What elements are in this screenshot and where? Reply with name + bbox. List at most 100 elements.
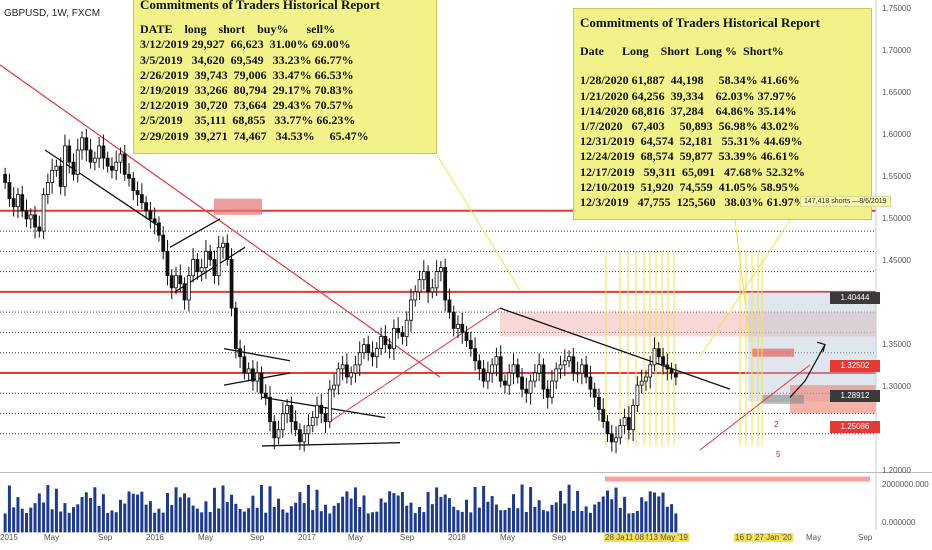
candle-body: [528, 380, 533, 394]
volume-bar: [285, 512, 289, 533]
cot-note-right-row: 12/24/2019 68,574 59,877 53.39% 46.61%: [580, 149, 800, 164]
candle-body: [562, 360, 567, 366]
volume-bar: [71, 507, 75, 533]
volume-bar: [12, 507, 16, 533]
x-tick-label: May: [198, 533, 214, 542]
channel-line: [174, 246, 246, 293]
candle-body: [362, 344, 366, 354]
candle-body: [41, 194, 46, 232]
uptrend-line: [329, 307, 501, 423]
y-tick-label: 1.30000: [882, 382, 911, 391]
candle-body: [114, 161, 119, 171]
volume-bar: [174, 487, 178, 533]
volume-bar: [529, 487, 533, 533]
candle-body: [255, 372, 260, 382]
volume-bar: [593, 504, 597, 533]
candle-body: [588, 376, 593, 390]
volume-bar: [255, 507, 259, 533]
candle-body: [498, 356, 503, 382]
candle-body: [71, 161, 76, 175]
volume-bar: [388, 491, 392, 533]
cot-note-right-row: 1/28/2020 61,887 44,198 58.34% 41.66%: [580, 73, 800, 88]
note-pointer: [734, 219, 751, 341]
candle-body: [558, 364, 563, 370]
candle-body: [601, 409, 606, 423]
candle-body: [131, 177, 136, 191]
date-mark: 27 Jan '20: [754, 533, 793, 542]
volume-bar: [25, 513, 28, 533]
triangle-line: [223, 347, 291, 362]
candle-body: [379, 336, 383, 350]
candle-body: [50, 169, 55, 183]
cot-note-left-row: 3/5/2019 34,620 69,549 33.23% 66.77%: [140, 52, 354, 67]
uptrend-line: [699, 364, 811, 451]
cot-note-left-row: 2/26/2019 39,743 79,006 33.47% 66.53%: [140, 67, 354, 82]
symbol-label: GBPUSD, 1W, FXCM: [4, 8, 101, 19]
x-tick-label: Sep: [98, 533, 113, 542]
volume-bar: [447, 498, 451, 533]
x-tick-label: May: [44, 533, 60, 542]
volume-bar: [234, 503, 238, 533]
volume-bar: [430, 504, 434, 533]
candle-body: [618, 425, 623, 439]
candle-body: [238, 348, 242, 358]
volume-bar: [490, 496, 494, 533]
candle-body: [434, 271, 439, 289]
date-mark: 08 Ma: [634, 533, 659, 542]
volume-bar: [204, 501, 208, 533]
candle-body: [438, 267, 443, 273]
volume-bar: [302, 502, 306, 533]
candle-body: [293, 421, 298, 431]
projection-arrow-head: [816, 341, 826, 353]
candle-body: [494, 356, 499, 366]
volume-bar: [644, 501, 648, 533]
y-tick-label: 1.65000: [882, 88, 911, 97]
candle-body: [515, 364, 520, 378]
volume-bar: [3, 513, 7, 533]
volume-bar: [131, 493, 135, 533]
x-tick-label: May: [806, 533, 822, 542]
candle-body: [473, 348, 477, 362]
candle-body: [148, 210, 153, 220]
candle-body: [199, 267, 204, 273]
volume-zone: [605, 476, 870, 482]
volume-bar: [118, 499, 122, 533]
volume-bar: [200, 512, 204, 533]
volume-bar: [277, 498, 281, 533]
candle-body: [97, 145, 102, 159]
channel-line: [44, 149, 161, 228]
volume-bar: [371, 512, 375, 533]
candle-body: [545, 388, 550, 398]
candle-body: [456, 323, 460, 329]
volume-bar: [559, 491, 563, 533]
volume-bar: [208, 511, 212, 533]
volume-bar: [618, 507, 622, 533]
volume-bar: [89, 497, 93, 533]
x-tick-label: May: [500, 533, 516, 542]
candle-body: [327, 388, 332, 423]
candle-body: [336, 368, 341, 386]
volume-bar: [358, 506, 362, 533]
candle-body: [92, 157, 97, 163]
candle-body: [80, 137, 84, 151]
volume-bar: [230, 494, 234, 533]
candle-body: [63, 145, 67, 187]
candle-body: [447, 299, 452, 313]
volume-bar: [272, 507, 276, 533]
cot-note-left-row: 3/12/2019 29,927 66,623 31.00% 69.00%: [140, 37, 351, 52]
candle-body: [259, 372, 264, 394]
candle-body: [298, 429, 302, 443]
volume-bar: [101, 494, 105, 533]
candle-body: [464, 332, 469, 341]
volume-bar: [413, 513, 417, 533]
shorts-callout: 147,418 shorts —8/6/2019: [800, 196, 891, 207]
candle-body: [387, 344, 392, 350]
candle-body: [127, 173, 131, 179]
volume-bar: [588, 512, 592, 533]
cot-note-left-row: 2/5/2019 35,111 68,855 33.77% 66.23%: [140, 113, 356, 128]
candle-body: [152, 218, 157, 224]
cot-note-right-row: 12/3/2019 47,755 125,560 38.03% 61.97%: [580, 195, 806, 210]
x-tick-label: 2015: [0, 533, 18, 542]
volume-bar: [247, 508, 251, 533]
